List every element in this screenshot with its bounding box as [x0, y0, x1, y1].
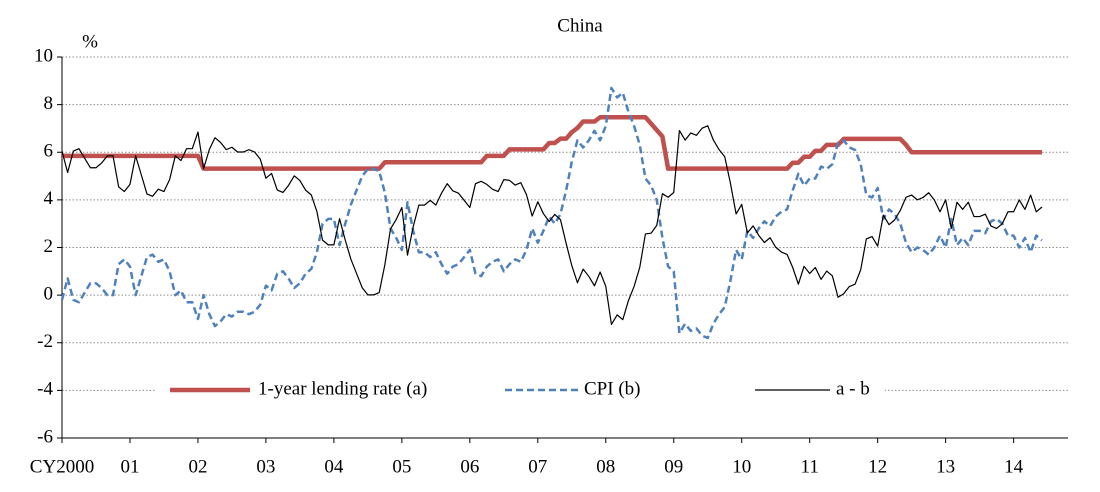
- x-tick-label: 09: [664, 456, 683, 477]
- x-tick-label: 08: [596, 456, 615, 477]
- y-tick-label: 8: [44, 93, 54, 114]
- y-tick-label: 0: [44, 283, 54, 304]
- x-tick-label: 02: [188, 456, 207, 477]
- x-tick-label: 12: [868, 456, 887, 477]
- legend-label: CPI (b): [584, 378, 640, 399]
- y-tick-label: -2: [37, 331, 53, 352]
- x-tick-label: 10: [732, 456, 751, 477]
- legend-label: a - b: [836, 378, 870, 399]
- series-line: [60, 86, 1043, 340]
- x-tick-label: 13: [936, 456, 955, 477]
- legend: 1-year lending rate (a) CPI (b) a - b: [155, 373, 885, 407]
- y-tick-label: 2: [44, 236, 54, 257]
- x-tick-label: 06: [460, 456, 479, 477]
- x-tick-label: 04: [324, 456, 344, 477]
- x-tick-label: 14: [1004, 456, 1024, 477]
- legend-label: 1-year lending rate (a): [258, 378, 427, 399]
- series-line: [62, 115, 1042, 171]
- series-line: [61, 125, 1043, 326]
- y-tick-label: -6: [37, 426, 53, 447]
- y-axis-label: %: [82, 31, 98, 52]
- x-tick-label: 07: [528, 456, 547, 477]
- x-tick-label: 11: [801, 456, 819, 477]
- y-tick-label: 4: [44, 188, 54, 209]
- x-tick-label: 05: [392, 456, 411, 477]
- y-tick-label: 10: [34, 45, 53, 66]
- y-tick-label: 6: [44, 141, 54, 162]
- x-tick-label: 03: [256, 456, 275, 477]
- chart-title: China: [557, 15, 603, 36]
- x-tick-label: 01: [120, 456, 139, 477]
- x-tick-label: CY2000: [30, 456, 94, 477]
- y-tick-label: -4: [37, 379, 53, 400]
